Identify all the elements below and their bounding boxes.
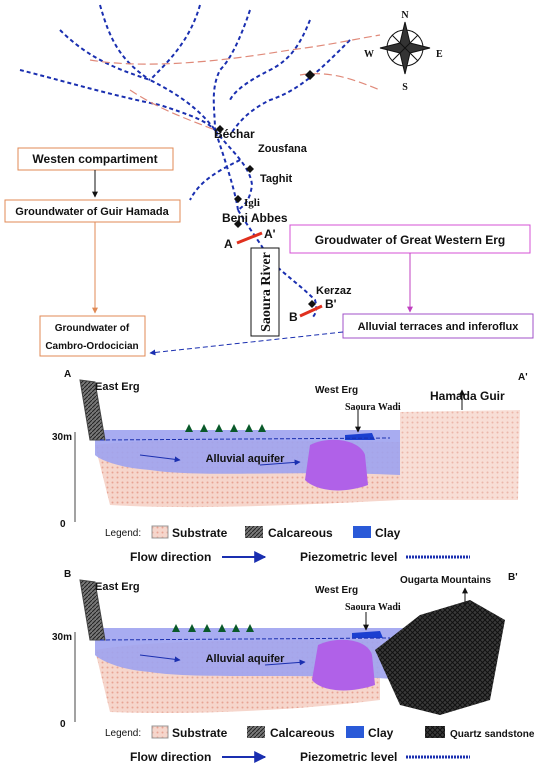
place-label: Taghit	[260, 173, 293, 185]
label: Alluvial aquifer	[206, 653, 286, 665]
legend-title: Legend:	[105, 728, 141, 739]
compass-w: W	[364, 49, 374, 60]
scale-label: 30m	[52, 432, 72, 443]
section-end: A'	[518, 372, 528, 383]
legend-label: Flow direction	[130, 750, 211, 764]
map: N E S W Béchar Zousfana Taghit Igli Beni…	[19, 4, 443, 337]
legend-label: Calcareous	[270, 726, 335, 740]
legend-title: Legend:	[105, 528, 141, 539]
river-label: Saoura River	[259, 252, 274, 332]
box-label: Cambro-Ordocician	[45, 341, 138, 352]
legend-label: Clay	[368, 726, 394, 740]
label: Saoura Wadi	[345, 602, 401, 613]
box-label: Alluvial terraces and inferoflux	[358, 321, 520, 333]
section-mark: B'	[325, 297, 337, 311]
scale-label: 30m	[52, 632, 72, 643]
label: Saoura Wadi	[345, 402, 401, 413]
place-label: Béchar	[214, 127, 255, 141]
compass-n: N	[401, 10, 409, 21]
boxes: Westen compartiment Groundwater of Guir …	[4, 147, 534, 357]
compass-s: S	[402, 82, 408, 93]
section-a: A A' East Erg West Erg Saoura Wadi Hamad…	[52, 369, 528, 564]
section-mark: B	[289, 310, 298, 324]
box-label: Groundwater of	[55, 323, 130, 334]
compass: N E S W	[364, 10, 443, 93]
label: Hamada Guir	[430, 389, 505, 403]
section-b: B B' East Erg West Erg Saoura Wadi Ougar…	[52, 569, 535, 764]
legend-label: Quartz sandstone	[450, 729, 535, 740]
compass-e: E	[436, 49, 443, 60]
legend-label: Piezometric level	[300, 550, 397, 564]
section-mark: A	[224, 237, 233, 251]
legend-label: Calcareous	[268, 526, 333, 540]
box-label: Groundwater of Guir Hamada	[15, 206, 169, 218]
place-label: Kerzaz	[316, 285, 352, 297]
legend-label: Flow direction	[130, 550, 211, 564]
box-label: Groudwater of Great Western Erg	[315, 233, 505, 247]
scale-label: 0	[60, 519, 66, 530]
scale-label: 0	[60, 719, 66, 730]
label: West Erg	[315, 385, 358, 396]
section-mark: A'	[264, 227, 276, 241]
section-end: B	[64, 569, 71, 580]
legend-label: Clay	[375, 526, 401, 540]
place-label: Igli	[244, 197, 260, 209]
section-end: A	[64, 369, 71, 380]
legend-label: Substrate	[172, 526, 228, 540]
label: Ougarta Mountains	[400, 575, 492, 586]
box-label: Westen compartiment	[32, 152, 157, 166]
legend-label: Piezometric level	[300, 750, 397, 764]
label: Alluvial aquifer	[206, 453, 286, 465]
legend-label: Substrate	[172, 726, 228, 740]
place-label: Zousfana	[258, 143, 308, 155]
place-label: Beni Abbes	[222, 211, 288, 225]
label: East Erg	[95, 381, 140, 393]
section-end: B'	[508, 572, 518, 583]
label: West Erg	[315, 585, 358, 596]
label: East Erg	[95, 581, 140, 593]
